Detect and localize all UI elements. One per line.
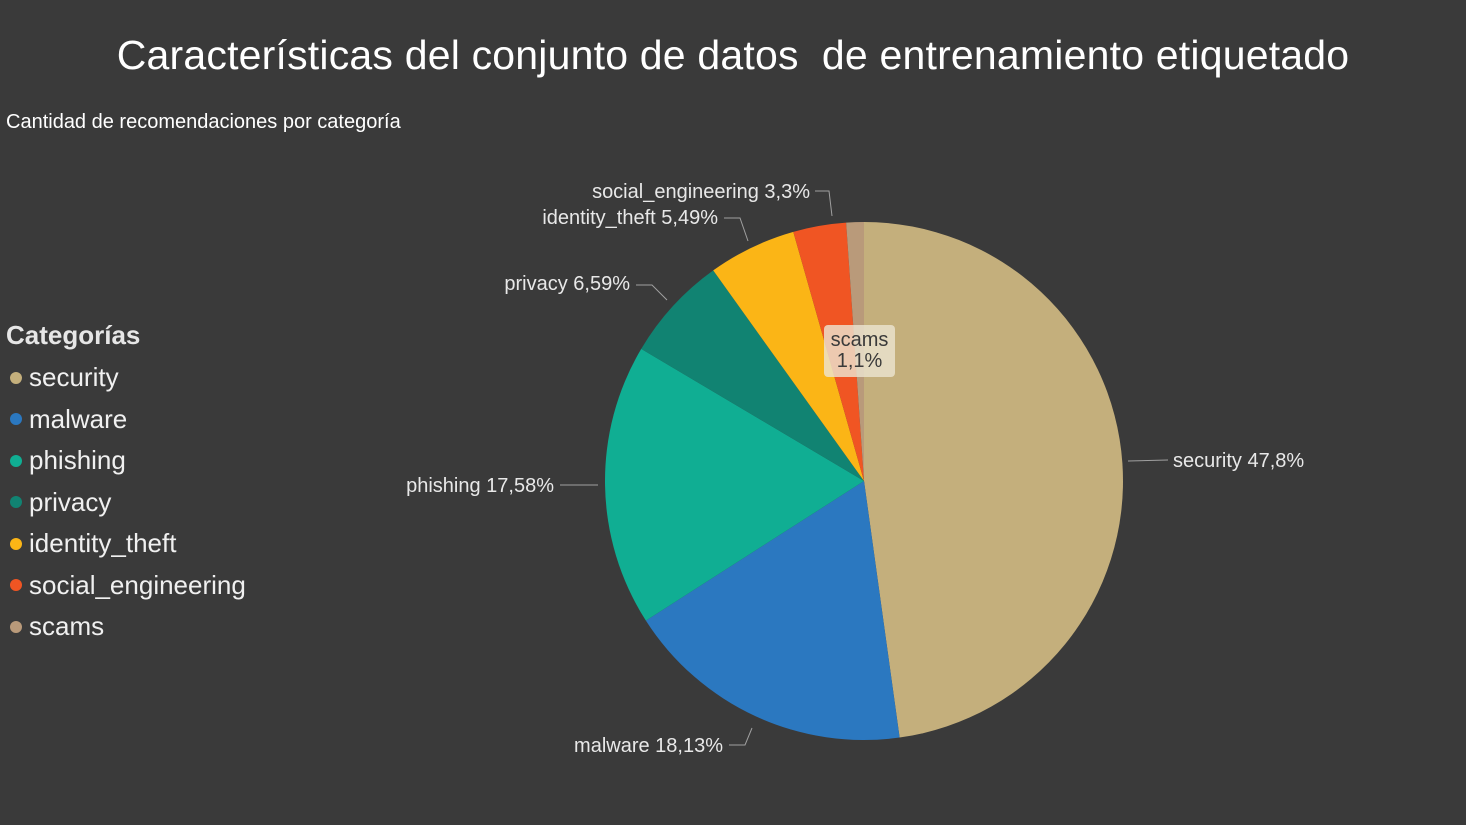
- leader-line-privacy: [636, 284, 668, 301]
- leader-line-identity-theft: [724, 217, 749, 242]
- data-label-privacy: privacy 6,59%: [504, 273, 630, 295]
- chart-title: Características del conjunto de datos de…: [116, 32, 1350, 78]
- leader-line-security: [1127, 459, 1169, 462]
- legend-swatch: [10, 413, 22, 426]
- legend-item-scams[interactable]: scams: [6, 606, 246, 648]
- legend-item-social-engineering[interactable]: social_engineering: [6, 565, 246, 607]
- legend-item-malware[interactable]: malware: [6, 399, 246, 441]
- pie-slice-identity-theft[interactable]: [713, 231, 864, 481]
- legend-label: social_engineering: [29, 569, 246, 600]
- legend-title: Categorías: [6, 320, 141, 350]
- chart-subtitle: Cantidad de recomendaciones por categorí…: [6, 111, 401, 133]
- data-label-box: [824, 325, 895, 377]
- pie-slice-security[interactable]: [864, 222, 1123, 738]
- data-label-security: security 47,8%: [1173, 450, 1304, 472]
- legend-swatch: [10, 496, 22, 509]
- data-label-phishing: phishing 17,58%: [406, 475, 554, 497]
- data-label-social-engineering: social_engineering 3,3%: [592, 181, 810, 203]
- legend-swatch: [10, 371, 22, 384]
- legend-label: scams: [29, 611, 105, 642]
- data-label-text: scams: [831, 329, 889, 351]
- legend: Categorías security malware phishing privac…: [6, 320, 246, 648]
- pie-slice-phishing[interactable]: [605, 348, 864, 621]
- data-label-text: 1,1%: [837, 350, 883, 372]
- legend-swatch: [10, 454, 22, 467]
- legend-swatch: [10, 537, 22, 550]
- legend-item-security[interactable]: security: [6, 357, 246, 399]
- legend-label: malware: [29, 403, 128, 434]
- data-label-malware: malware 18,13%: [574, 735, 723, 757]
- legend-item-identity-theft[interactable]: identity_theft: [6, 523, 246, 565]
- legend-item-phishing[interactable]: phishing: [6, 440, 246, 482]
- leader-line-social-engineering: [815, 190, 833, 217]
- legend-label: identity_theft: [29, 528, 177, 559]
- legend-items: security malware phishing privacy identity_t…: [6, 357, 246, 648]
- legend-swatch: [10, 620, 22, 633]
- legend-item-privacy[interactable]: privacy: [6, 482, 246, 524]
- legend-label: security: [29, 362, 119, 393]
- leader-line-malware: [729, 727, 753, 746]
- pie-slice-privacy[interactable]: [641, 270, 864, 481]
- legend-label: phishing: [29, 445, 126, 476]
- legend-swatch: [10, 579, 22, 592]
- legend-label: privacy: [29, 486, 112, 517]
- pie-slice-malware[interactable]: [645, 481, 900, 740]
- data-label-identity-theft: identity_theft 5,49%: [542, 207, 718, 229]
